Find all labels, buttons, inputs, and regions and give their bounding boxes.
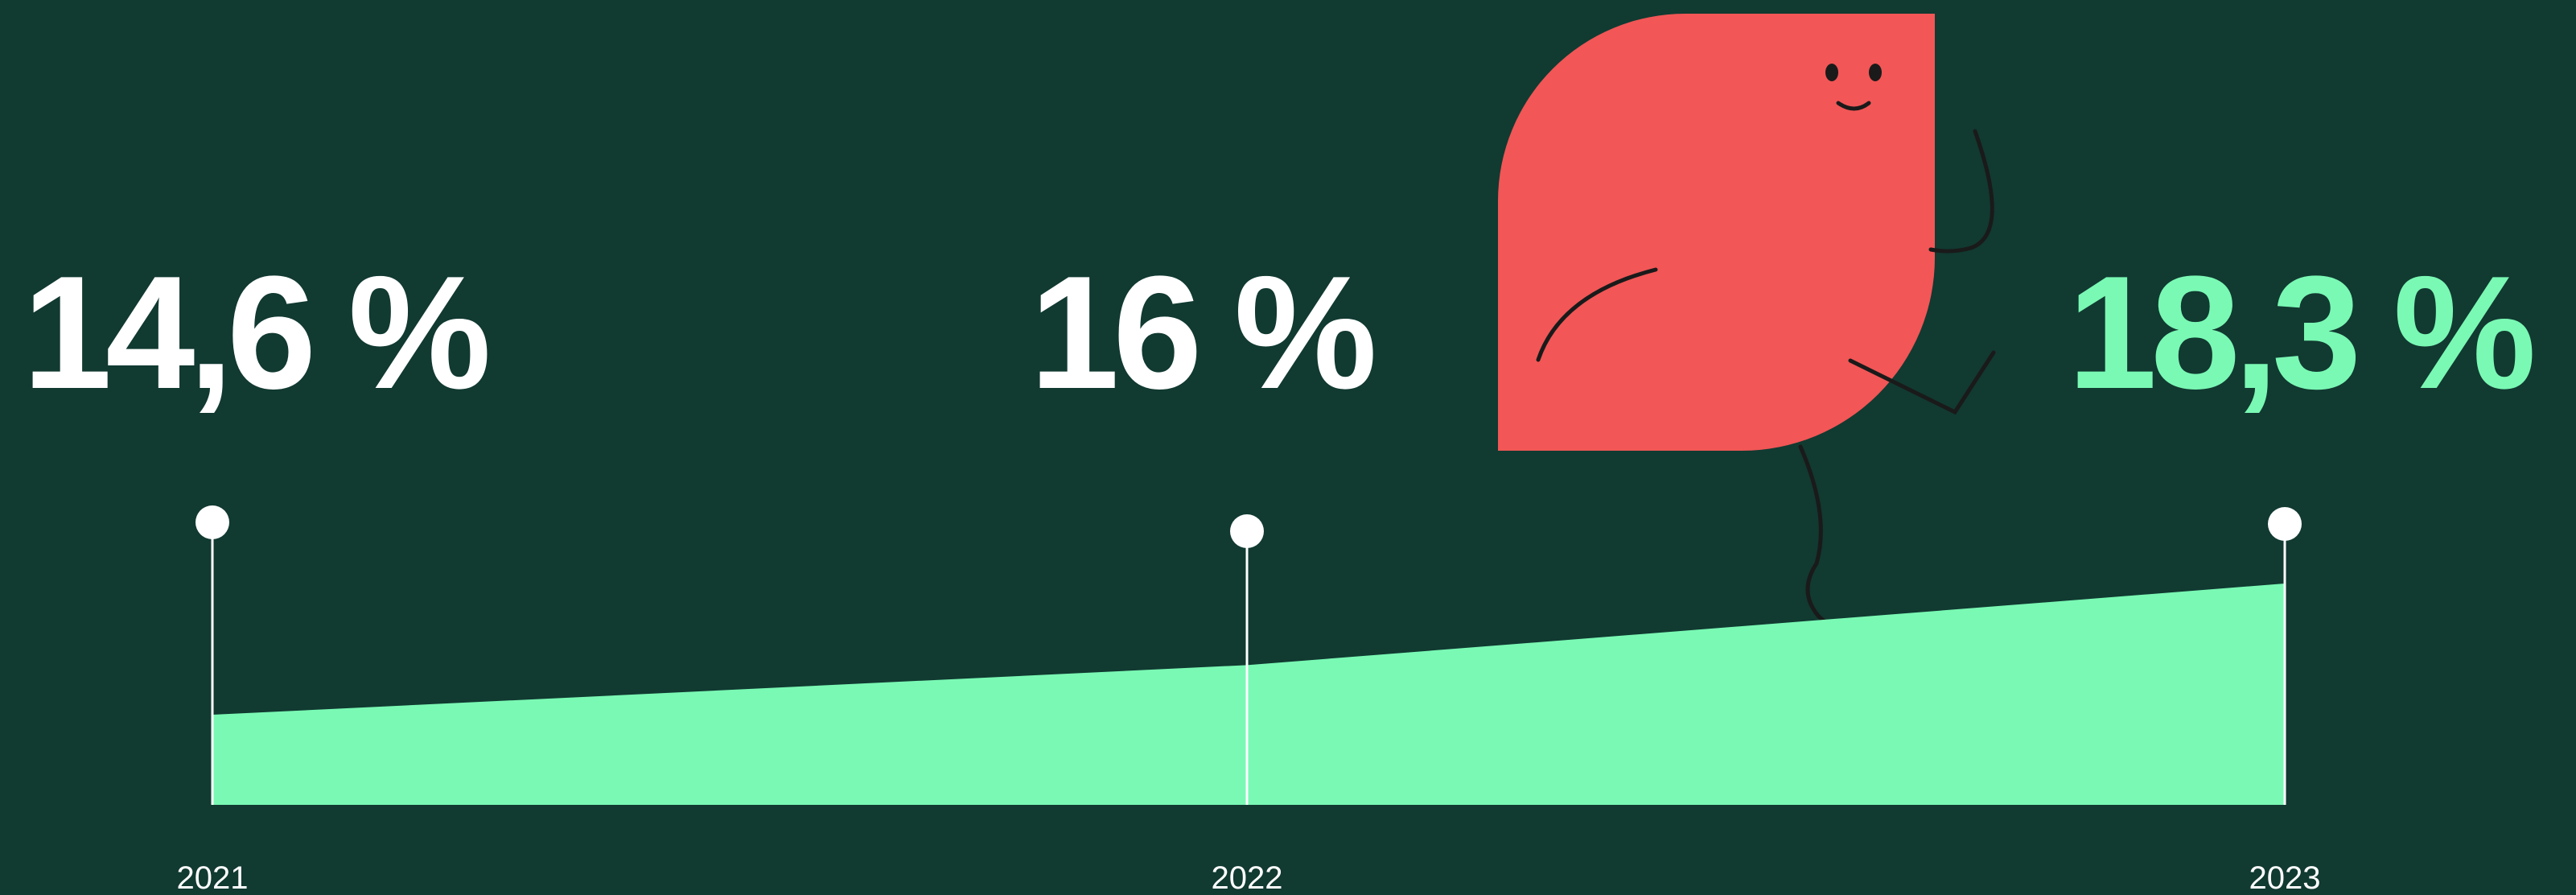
pin-head bbox=[2268, 507, 2302, 541]
value-label: 18,3 % bbox=[2068, 243, 2533, 423]
x-tick-label: 2023 bbox=[2249, 860, 2321, 895]
mascot-eye bbox=[1869, 64, 1882, 81]
pin-head bbox=[1230, 514, 1264, 548]
x-tick-label: 2022 bbox=[1212, 860, 1283, 895]
pin-head bbox=[195, 505, 229, 539]
mascot-body bbox=[1498, 14, 1935, 451]
value-label: 16 % bbox=[1030, 243, 1373, 423]
mascot-eye bbox=[1825, 64, 1838, 81]
page: {"chart_data": {"type": "area", "categor… bbox=[0, 0, 2576, 895]
x-tick-label: 2021 bbox=[177, 860, 249, 895]
chart: 2021 14,6 % 2022 16 % 2023 18,3 % bbox=[0, 0, 2576, 895]
value-label: 14,6 % bbox=[23, 243, 488, 423]
